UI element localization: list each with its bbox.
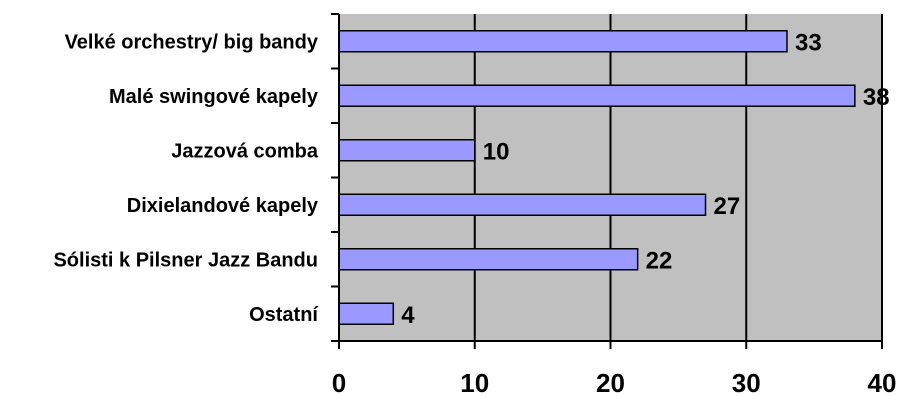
gridlines <box>473 14 883 341</box>
data-label: 33 <box>795 29 822 56</box>
data-labels: 33 38 10 27 22 4 <box>401 29 889 329</box>
data-label: 27 <box>714 193 741 220</box>
category-label: Dixielandové kapely <box>127 195 319 217</box>
category-label: Velké orchestry/ big bandy <box>65 31 319 53</box>
bar <box>338 302 395 325</box>
category-label: Ostatní <box>249 304 319 326</box>
x-tick-labels: 0 10 20 30 40 <box>332 368 897 396</box>
data-label: 10 <box>483 138 510 165</box>
category-label: Malé swingové kapely <box>109 86 319 108</box>
x-tick-label: 0 <box>332 368 346 396</box>
y-axis-ticks <box>331 13 339 342</box>
bar <box>338 84 856 107</box>
category-labels: Velké orchestry/ big bandy Malé swingové … <box>53 31 319 326</box>
data-label: 38 <box>863 84 890 111</box>
bar <box>338 139 476 162</box>
data-label: 22 <box>646 247 673 274</box>
x-axis-ticks <box>338 341 883 349</box>
bar <box>338 248 639 271</box>
x-tick-label: 20 <box>596 368 625 396</box>
x-tick-label: 40 <box>868 368 897 396</box>
x-tick-label: 30 <box>732 368 761 396</box>
category-label: Sólisti k Pilsner Jazz Bandu <box>53 249 318 271</box>
bars <box>338 30 856 325</box>
x-tick-label: 10 <box>460 368 489 396</box>
bar <box>338 193 707 216</box>
category-label: Jazzová comba <box>171 140 319 162</box>
data-label: 4 <box>401 302 415 329</box>
bar <box>338 30 788 53</box>
